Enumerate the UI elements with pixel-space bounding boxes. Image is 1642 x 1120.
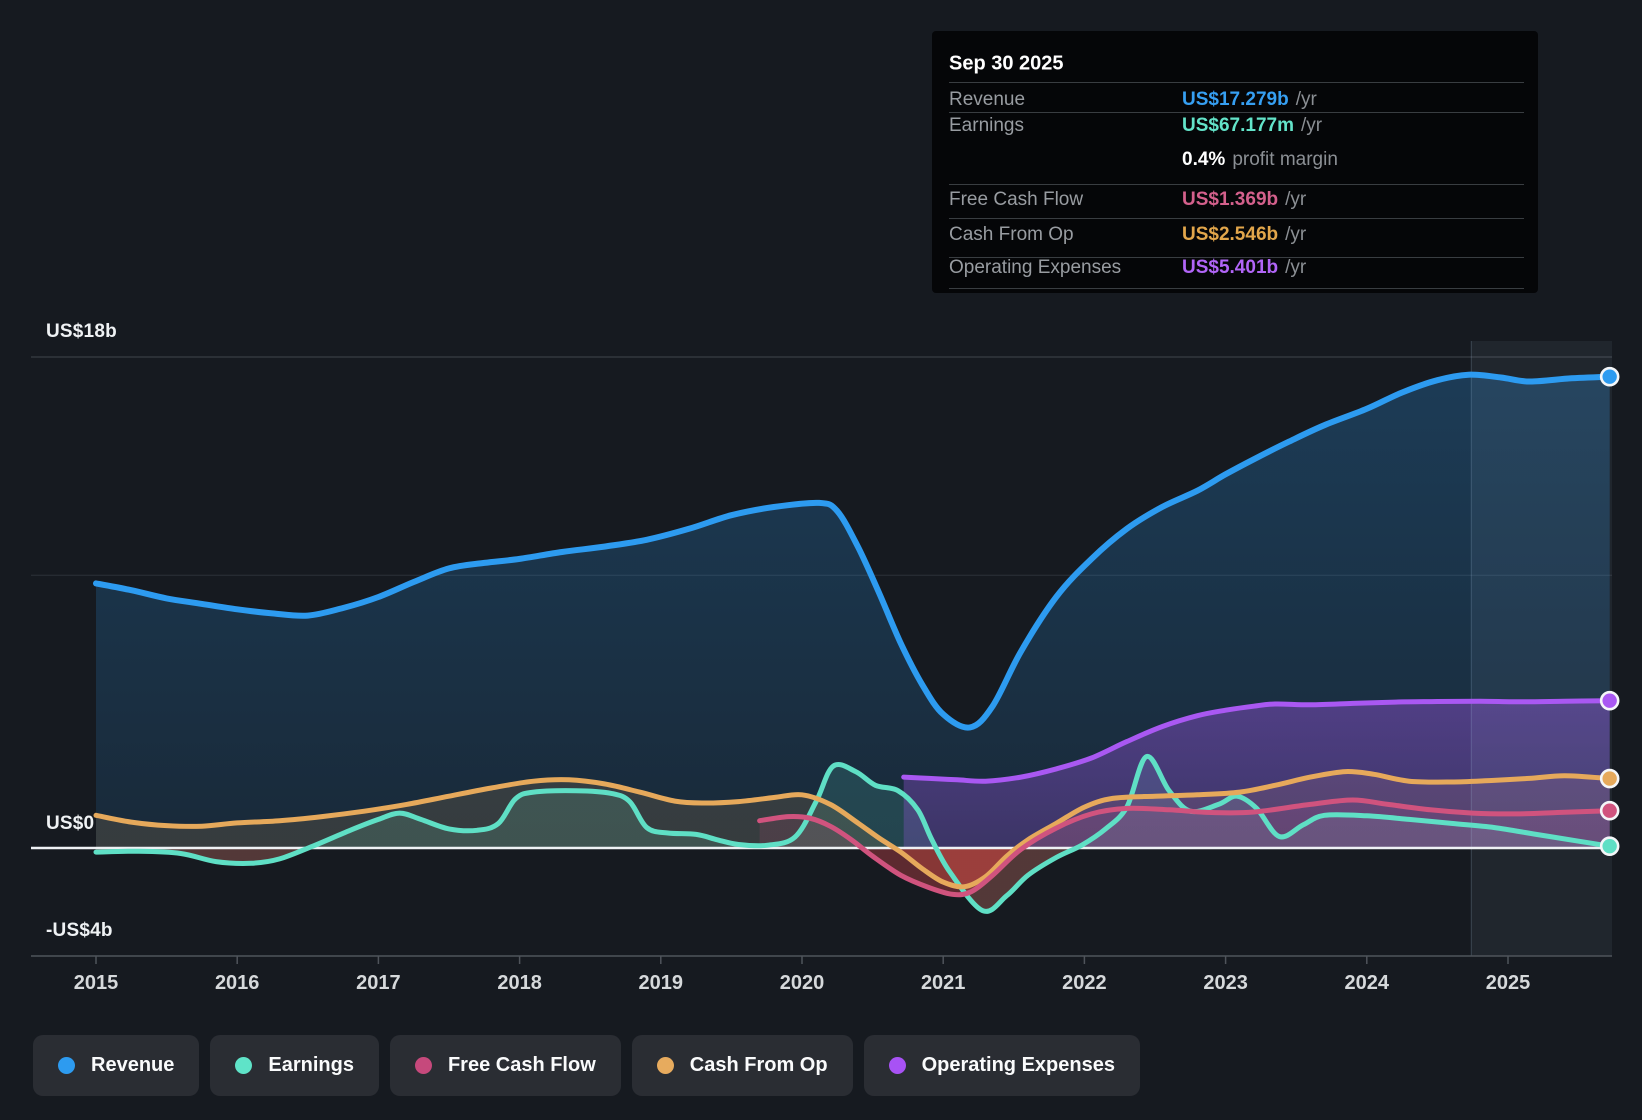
tooltip-value-earnings: US$67.177m/yr <box>1182 115 1323 136</box>
legend-label-revenue: Revenue <box>91 1054 175 1076</box>
tooltip-divider <box>949 82 1524 83</box>
tooltip-label-earnings: Earnings <box>949 115 1024 136</box>
endpoint-dot-earnings[interactable] <box>1599 836 1620 856</box>
operating-expenses-legend-dot-icon <box>888 1057 906 1074</box>
tooltip-label-free-cash-flow: Free Cash Flow <box>949 189 1084 210</box>
tooltip-suffix-cash-from-op: /yr <box>1285 224 1307 245</box>
tooltip-date: Sep 30 2025 <box>949 52 1064 75</box>
tooltip-suffix-operating-expenses: /yr <box>1285 257 1307 278</box>
legend-label-free-cash-flow: Free Cash Flow <box>447 1054 596 1076</box>
tooltip-value-profit-margin: 0.4% profit margin <box>1182 149 1338 170</box>
legend-item-earnings[interactable]: Earnings <box>210 1035 379 1096</box>
legend-label-cash-from-op: Cash From Op <box>689 1054 828 1076</box>
series-operating-expenses-line <box>901 698 1613 784</box>
legend: Revenue Earnings Free Cash Flow Cash From O… <box>33 1035 1140 1096</box>
tooltip-suffix-free-cash-flow: /yr <box>1285 189 1307 210</box>
legend-item-cash-from-op[interactable]: Cash From Op <box>631 1035 853 1096</box>
endpoint-dot-free-cash-flow[interactable] <box>1599 800 1620 821</box>
y-axis-label-neg4b: -US$4b <box>46 920 113 941</box>
tooltip-value-revenue: US$17.279b/yr <box>1182 89 1317 110</box>
y-axis-label-18b: US$18b <box>46 321 117 342</box>
earnings-legend-dot-icon <box>235 1057 253 1074</box>
tooltip-divider <box>949 112 1524 113</box>
series-cash-from-op-line <box>93 769 1613 890</box>
tooltip-label-cash-from-op: Cash From Op <box>949 224 1074 245</box>
endpoint-dot-operating-expenses[interactable] <box>1599 690 1620 711</box>
tooltip-suffix-revenue: /yr <box>1295 89 1317 110</box>
tooltip-value-cash-from-op: US$2.546b/yr <box>1182 224 1307 245</box>
tooltip-suffix-earnings: /yr <box>1300 115 1323 136</box>
legend-item-revenue[interactable]: Revenue <box>33 1035 200 1096</box>
tooltip-divider <box>949 288 1524 289</box>
tooltip-divider <box>949 257 1524 258</box>
revenue-legend-dot-icon <box>58 1057 75 1074</box>
legend-item-operating-expenses[interactable]: Operating Expenses <box>863 1035 1140 1096</box>
tooltip-label-revenue: Revenue <box>949 89 1026 110</box>
tooltip-value-operating-expenses: US$5.401b/yr <box>1182 257 1307 278</box>
legend-item-free-cash-flow[interactable]: Free Cash Flow <box>389 1035 621 1096</box>
tooltip-value-free-cash-flow: US$1.369b/yr <box>1182 189 1307 210</box>
series-free-cash-flow-line <box>757 797 1613 898</box>
free-cash-flow-legend-dot-icon <box>414 1057 432 1074</box>
highlight-band <box>1471 341 1612 956</box>
series-revenue-line <box>93 371 1613 731</box>
hover-tooltip: Sep 30 2025 Revenue US$17.279b/yr Earnings… <box>932 31 1538 293</box>
legend-label-operating-expenses: Operating Expenses <box>921 1054 1115 1076</box>
cash-from-op-legend-dot-icon <box>656 1057 674 1074</box>
endpoint-dot-revenue[interactable] <box>1599 366 1620 387</box>
tooltip-label-operating-expenses: Operating Expenses <box>949 257 1122 278</box>
tooltip-divider <box>949 184 1524 185</box>
tooltip-divider <box>949 218 1524 219</box>
tooltip-suffix-profit-margin: profit margin <box>1232 149 1338 170</box>
y-axis-label-0: US$0 <box>46 813 95 834</box>
legend-label-earnings: Earnings <box>268 1054 354 1076</box>
series-earnings-line <box>93 754 1613 914</box>
endpoint-dot-cash-from-op[interactable] <box>1599 768 1620 789</box>
